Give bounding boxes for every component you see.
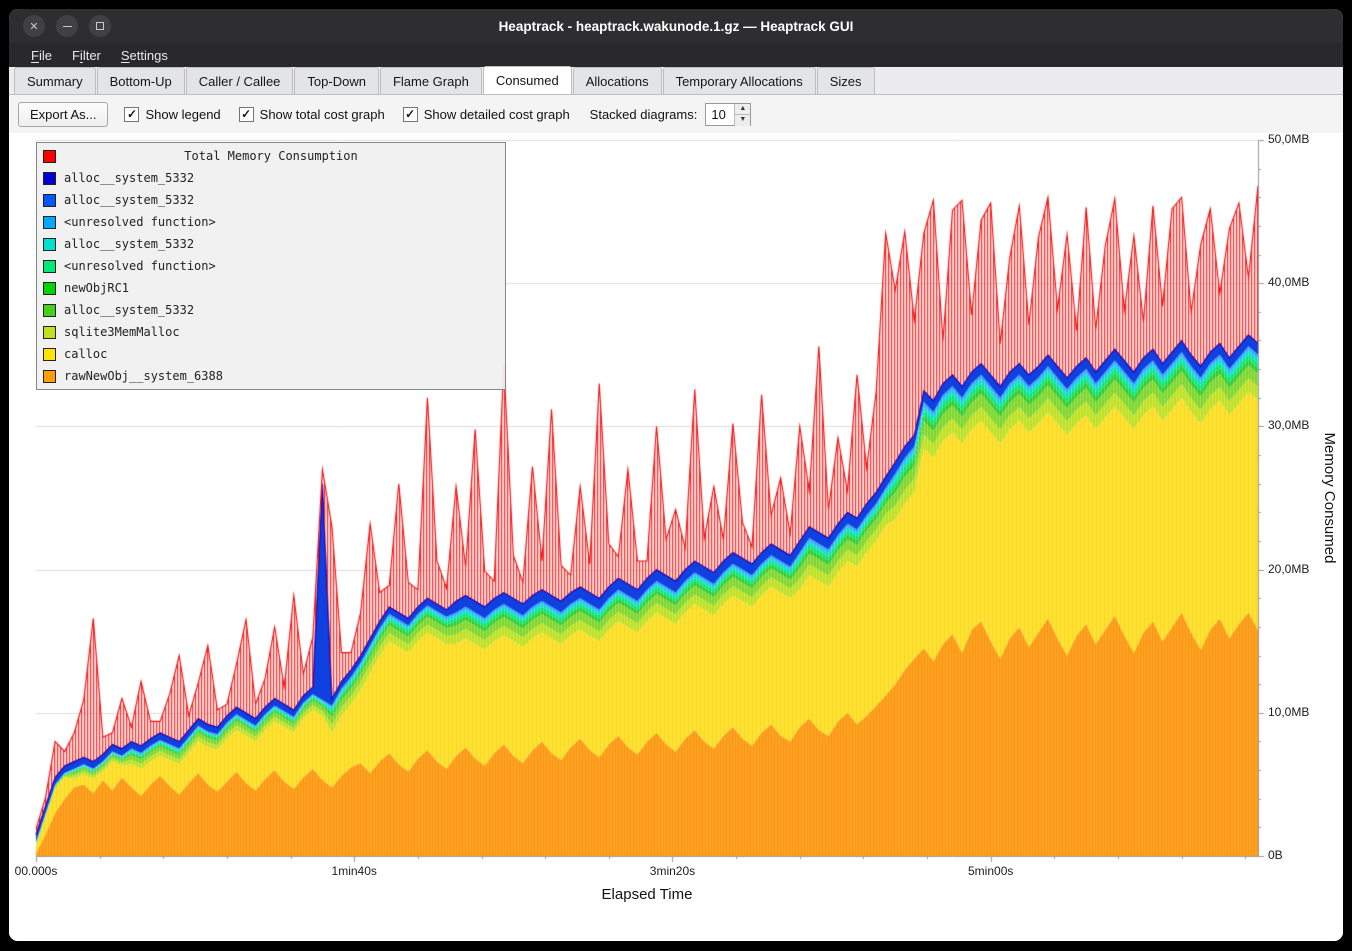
y-tick-label: 30,0MB (1268, 418, 1310, 433)
legend-swatch (43, 303, 56, 317)
checkbox-group: ✓ Show legend ✓ Show total cost graph ✓ Show … (124, 106, 570, 122)
legend-swatch (43, 259, 56, 273)
legend-swatch (43, 171, 56, 185)
legend-swatch (43, 193, 56, 207)
x-tick-label: 3min20s (649, 864, 696, 878)
window-title: Heaptrack - heaptrack.wakunode.1.gz — He… (498, 18, 854, 34)
y-axis-title: Memory Consumed (1321, 432, 1338, 564)
tab-consumed[interactable]: Consumed (482, 66, 572, 94)
legend-item: alloc__system_5332 (37, 189, 505, 211)
checkbox-label: Show legend (145, 106, 221, 122)
legend-items: alloc__system_5332 alloc__system_5332 <unr… (37, 167, 505, 387)
legend-swatch (43, 281, 56, 295)
spin-up-button[interactable]: ▲ (735, 103, 751, 114)
x-tick-label: 1min40s (331, 864, 377, 878)
tab-caller-callee[interactable]: Caller / Callee (185, 67, 294, 94)
legend-item: newObjRC1 (37, 277, 505, 299)
legend-item: <unresolved function> (37, 255, 505, 277)
legend-label: calloc (64, 347, 108, 361)
legend-item: rawNewObj__system_6388 (37, 365, 505, 387)
x-tick-label: 00.000s (14, 864, 58, 878)
tab-allocations[interactable]: Allocations (572, 67, 662, 94)
tab-summary[interactable]: Summary (14, 67, 96, 94)
checkbox-label: Show detailed cost graph (423, 106, 570, 122)
stacked-diagrams-label: Stacked diagrams: (589, 106, 698, 122)
legend-label: <unresolved function> (64, 259, 216, 273)
legend-label: alloc__system_5332 (64, 171, 195, 185)
maximize-button[interactable] (89, 15, 111, 37)
window-controls: ✕ (23, 15, 111, 37)
legend-label: alloc__system_5332 (64, 237, 195, 251)
legend-label: sqlite3MemMalloc (64, 325, 180, 339)
y-tick-label: 50,0MB (1268, 132, 1310, 146)
minimize-button[interactable] (56, 15, 78, 37)
checkbox-box: ✓ (124, 106, 140, 122)
y-tick-label: 10,0MB (1268, 704, 1310, 719)
titlebar: ✕ Heaptrack - heaptrack.wakunode.1.gz — … (9, 9, 1343, 43)
legend-swatch (43, 237, 56, 251)
legend-item: alloc__system_5332 (37, 167, 505, 189)
checkbox-label: Show total cost graph (259, 106, 385, 122)
tab-top-down[interactable]: Top-Down (294, 67, 379, 94)
legend-label: newObjRC1 (64, 281, 130, 295)
tab-sizes[interactable]: Sizes (816, 67, 875, 94)
legend-label: rawNewObj__system_6388 (64, 369, 223, 383)
close-icon: ✕ (29, 20, 39, 33)
x-tick-label: 5min00s (968, 864, 1014, 878)
legend-label: alloc__system_5332 (64, 193, 195, 207)
checkbox-box: ✓ (402, 106, 418, 122)
tab-temporary-allocations[interactable]: Temporary Allocations (662, 67, 816, 94)
spinbox-arrows: ▲ ▼ (734, 103, 751, 126)
legend-title-row: Total Memory Consumption (37, 145, 505, 167)
x-axis-title: Elapsed Time (601, 886, 693, 903)
stacked-diagrams-value: 10 (711, 106, 726, 122)
tab-flame-graph[interactable]: Flame Graph (379, 67, 482, 94)
checkbox-show-total-cost-graph[interactable]: ✓ Show total cost graph (238, 106, 385, 122)
legend-item: alloc__system_5332 (37, 233, 505, 255)
legend-item: sqlite3MemMalloc (37, 321, 505, 343)
legend-title: Total Memory Consumption (184, 149, 358, 163)
legend-swatch (43, 369, 56, 383)
spin-down-button[interactable]: ▼ (735, 114, 751, 126)
app-window: ✕ Heaptrack - heaptrack.wakunode.1.gz — … (9, 9, 1343, 941)
legend-item: <unresolved function> (37, 211, 505, 233)
legend-item: calloc (37, 343, 505, 365)
checkbox-show-detailed-cost-graph[interactable]: ✓ Show detailed cost graph (402, 106, 570, 122)
chart-legend: Total Memory Consumption alloc__system_5… (36, 142, 506, 390)
toolbar: Export As... ✓ Show legend ✓ Show total cos… (9, 95, 1343, 133)
legend-item: alloc__system_5332 (37, 299, 505, 321)
legend-swatch (43, 215, 56, 229)
y-tick-label: 0B (1268, 848, 1283, 862)
y-tick-label: 20,0MB (1268, 561, 1310, 576)
tab-bottom-up[interactable]: Bottom-Up (96, 67, 185, 94)
export-as-button[interactable]: Export As... (18, 101, 109, 127)
tab-bar: Summary Bottom-Up Caller / Callee Top-Down F… (9, 66, 1343, 95)
legend-swatch (43, 347, 56, 361)
legend-label: <unresolved function> (64, 215, 216, 229)
maximize-icon (96, 22, 104, 30)
legend-label: alloc__system_5332 (64, 303, 195, 317)
legend-title-swatch (43, 149, 56, 163)
chart-region: Total Memory Consumption alloc__system_5… (9, 132, 1343, 941)
legend-swatch (43, 325, 56, 339)
minimize-icon (62, 25, 72, 27)
y-tick-label: 40,0MB (1268, 275, 1310, 290)
stacked-diagrams-spinbox[interactable]: 10 ▲ ▼ (705, 102, 752, 126)
close-button[interactable]: ✕ (23, 15, 45, 37)
checkbox-box: ✓ (238, 106, 254, 122)
checkbox-show-legend[interactable]: ✓ Show legend (124, 106, 221, 122)
